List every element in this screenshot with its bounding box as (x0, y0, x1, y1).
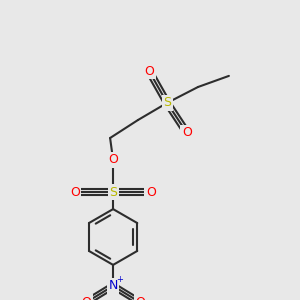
Text: O: O (70, 185, 80, 199)
Text: O: O (144, 64, 154, 78)
Text: O: O (81, 296, 91, 300)
Text: S: S (163, 96, 171, 110)
Text: O: O (146, 185, 156, 199)
Text: +: + (116, 275, 123, 284)
Text: S: S (109, 185, 117, 199)
Text: O: O (182, 126, 192, 140)
Text: O: O (108, 153, 118, 167)
Text: O: O (135, 296, 145, 300)
Text: N: N (108, 279, 118, 292)
